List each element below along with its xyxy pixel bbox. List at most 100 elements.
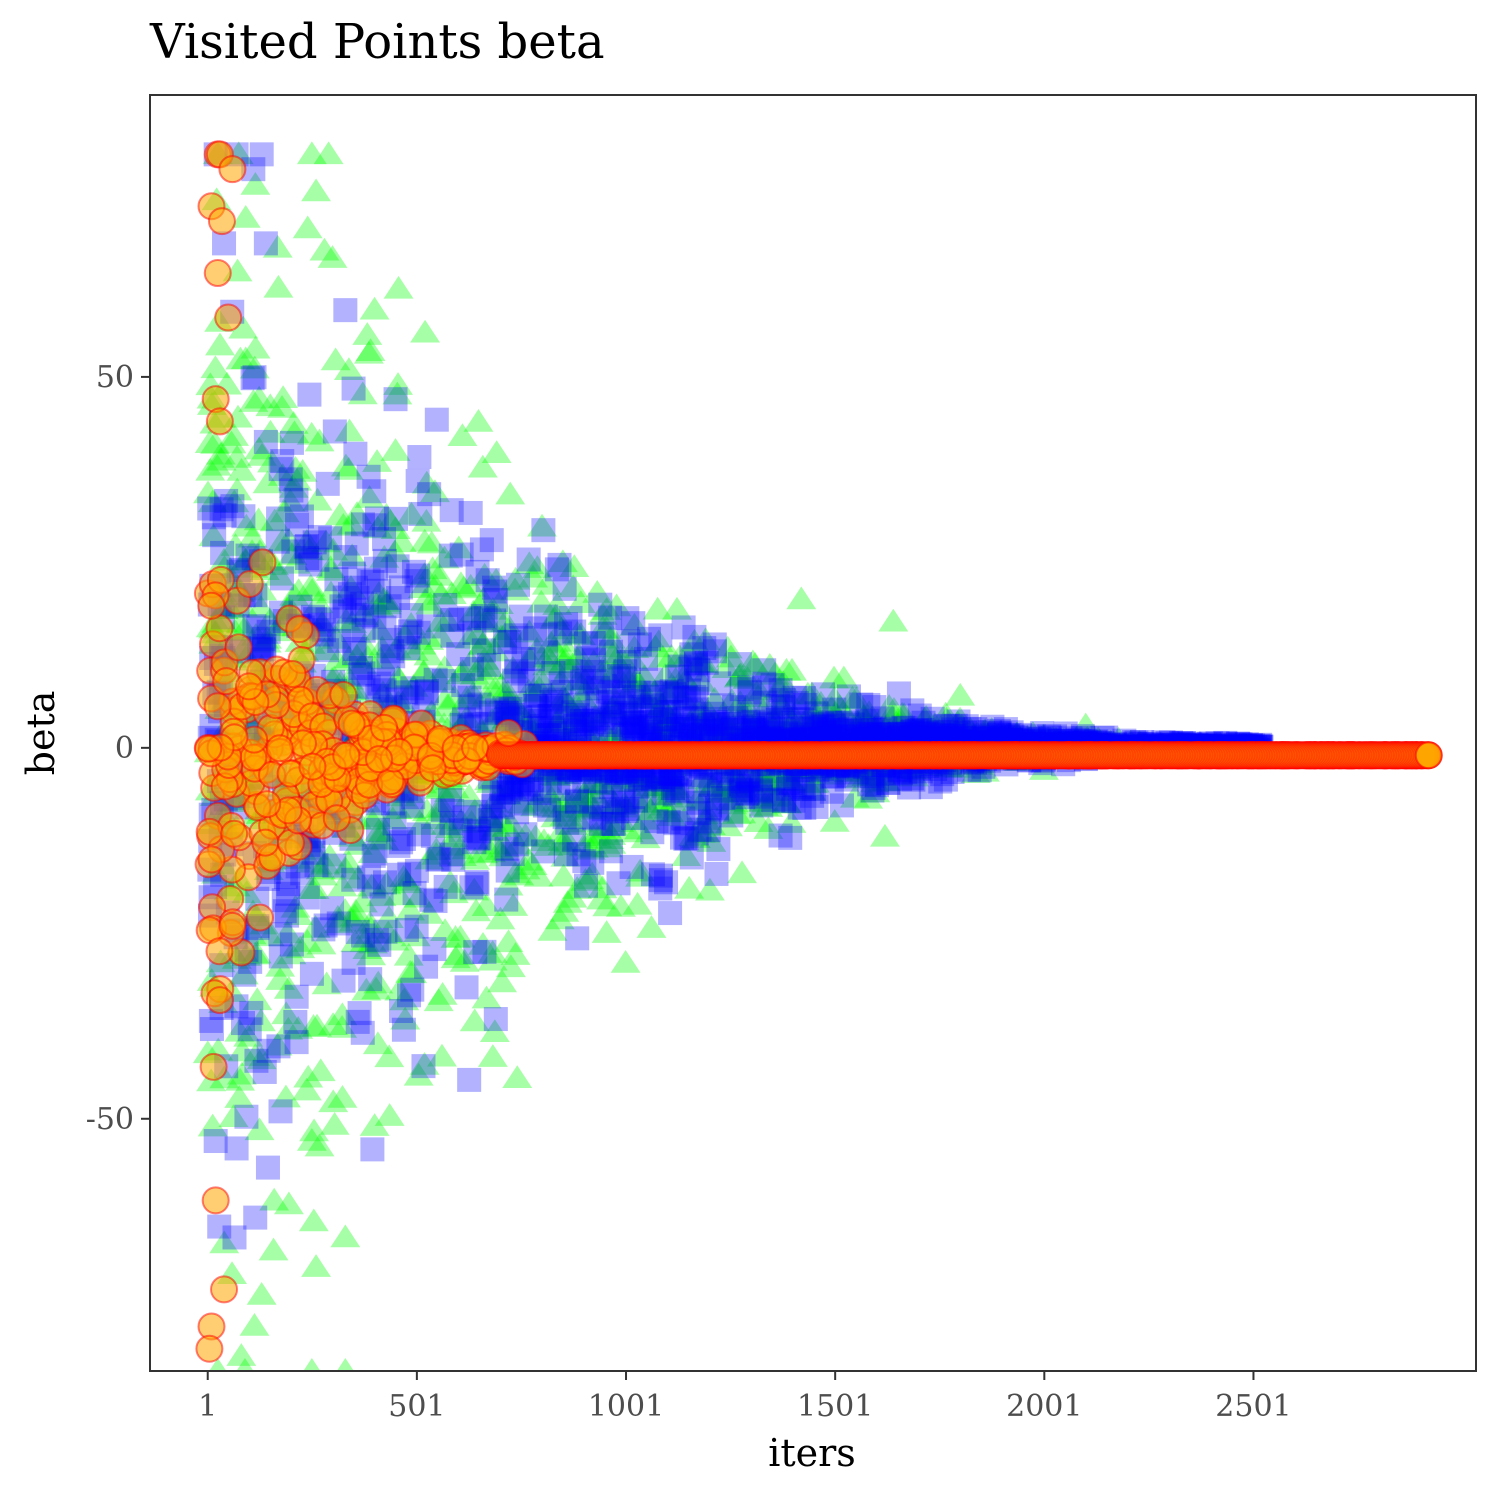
point	[322, 853, 347, 878]
point	[447, 423, 478, 447]
point	[517, 852, 548, 876]
point	[983, 723, 1014, 747]
point	[411, 508, 442, 532]
point	[547, 628, 578, 652]
point	[414, 954, 439, 979]
point	[406, 631, 437, 655]
point	[684, 713, 715, 737]
point	[425, 624, 456, 647]
point	[598, 693, 629, 717]
point	[596, 830, 627, 854]
point	[528, 670, 558, 693]
point	[909, 718, 934, 743]
point	[447, 658, 478, 682]
point	[343, 636, 368, 661]
point	[279, 420, 310, 444]
point	[839, 784, 870, 808]
point	[586, 886, 617, 910]
point	[327, 873, 358, 897]
point	[557, 720, 587, 744]
point	[201, 452, 232, 476]
point	[242, 987, 273, 1011]
point	[459, 877, 490, 901]
point	[439, 842, 464, 867]
point	[777, 657, 807, 681]
point	[258, 1237, 289, 1261]
point	[480, 675, 511, 699]
point	[569, 708, 600, 732]
point	[647, 718, 678, 742]
point	[621, 758, 652, 781]
point	[205, 332, 235, 356]
point	[407, 575, 438, 598]
point	[362, 449, 393, 472]
point	[280, 550, 311, 574]
point	[373, 919, 398, 944]
point	[380, 516, 411, 539]
point	[437, 788, 462, 813]
point	[607, 719, 637, 742]
point	[448, 575, 479, 599]
point	[789, 723, 820, 746]
point	[874, 694, 905, 717]
point	[444, 836, 475, 860]
point	[375, 508, 406, 532]
point	[521, 637, 552, 660]
point	[348, 602, 379, 625]
point	[438, 543, 463, 568]
point	[697, 809, 722, 834]
point	[684, 649, 715, 673]
point	[363, 826, 394, 850]
point	[562, 876, 593, 899]
point	[318, 537, 349, 561]
point	[557, 884, 588, 908]
point	[546, 668, 577, 692]
point	[582, 579, 613, 603]
point	[821, 703, 852, 727]
point	[837, 685, 868, 709]
point	[553, 655, 584, 679]
point	[454, 975, 479, 1000]
point	[205, 441, 236, 465]
point	[662, 682, 687, 707]
point	[636, 915, 667, 938]
point	[302, 530, 327, 555]
point	[659, 703, 690, 727]
point	[350, 1020, 375, 1045]
point	[640, 862, 665, 887]
point	[285, 935, 316, 959]
point	[304, 1133, 335, 1157]
point	[504, 832, 529, 857]
point	[342, 501, 373, 524]
point	[627, 766, 658, 790]
point	[601, 721, 632, 745]
point	[488, 624, 518, 648]
point	[652, 761, 683, 785]
point	[570, 782, 601, 806]
point	[244, 385, 275, 409]
point	[594, 826, 625, 850]
point	[590, 621, 615, 646]
point	[477, 940, 508, 963]
point	[416, 530, 447, 554]
point	[542, 687, 567, 712]
point	[388, 864, 419, 888]
point	[562, 647, 593, 670]
point	[536, 630, 566, 654]
point	[739, 714, 770, 738]
point	[706, 778, 736, 802]
point	[797, 770, 828, 793]
point	[246, 1046, 277, 1070]
point	[293, 534, 318, 559]
point	[301, 178, 332, 202]
point	[426, 582, 457, 605]
point	[705, 797, 730, 822]
point	[435, 869, 466, 893]
point	[562, 620, 593, 644]
point	[647, 692, 677, 716]
point	[548, 863, 579, 887]
point	[784, 720, 815, 743]
point	[306, 931, 337, 955]
point	[357, 840, 388, 863]
point	[467, 632, 498, 655]
